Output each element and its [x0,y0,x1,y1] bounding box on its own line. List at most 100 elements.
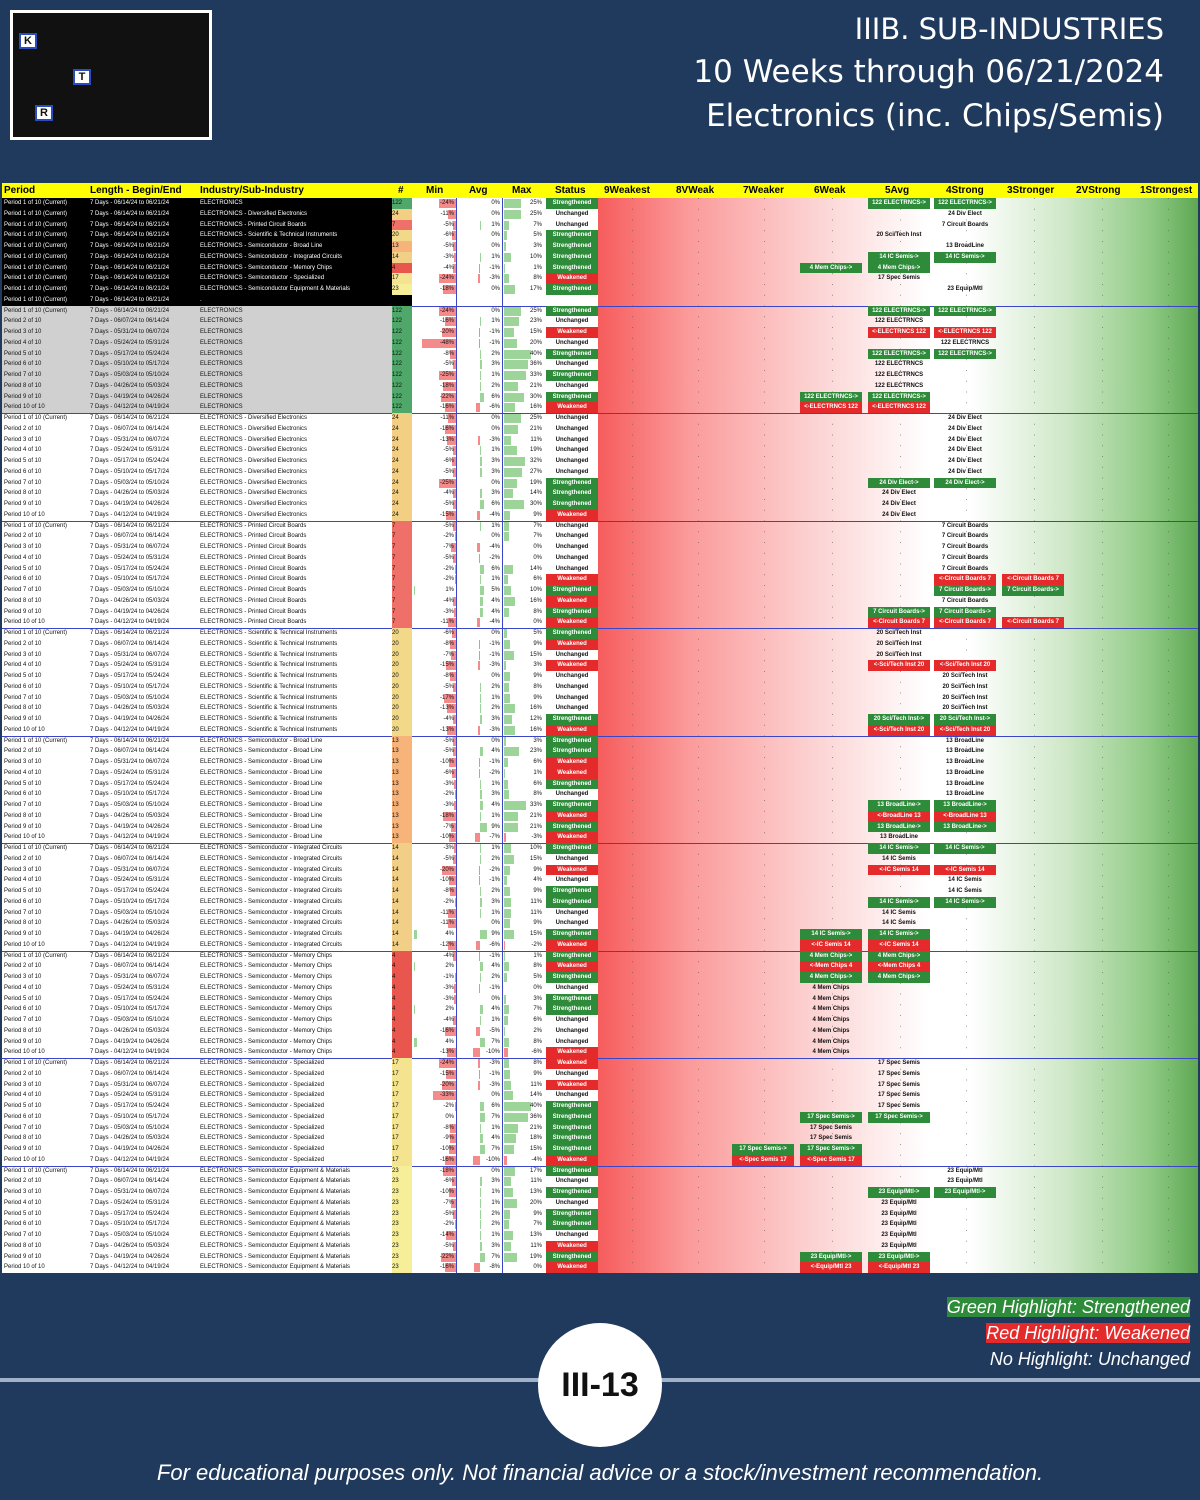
rank-tag: 7 Circuit Boards-> [934,606,996,618]
rank-tag: 23 Equip/Mtl [881,1232,917,1238]
bar-avg [480,607,483,617]
cell-avg: 1% [458,1230,502,1241]
bar-min [454,532,456,542]
cell-l: 7 Days - 06/14/24 to 06/21/24 [90,275,170,282]
value-min: -7% [443,651,454,658]
rank-tag: <-Equip/Mtl 23 [800,1262,862,1273]
value-max: 14% [529,1092,542,1099]
cell-p: Period 4 of 10 [4,877,42,884]
cell-i: ELECTRONICS - Scientific & Technical Ins… [200,673,338,679]
value-avg: 4% [491,1006,500,1013]
cell-avg: 6% [458,392,502,403]
bar-min [449,1145,456,1154]
logo: STOCK MARKET ORGANIZER [10,10,212,140]
cell-min: -2% [414,1101,456,1112]
cell-min: -7% [414,822,456,833]
cell-min: -4% [414,263,456,274]
header-status: Status [555,185,586,196]
rank-tag: 17 Spec Semis-> [800,1111,862,1123]
cell-avg: 2% [458,349,502,360]
rank-tag: <-Sci/Tech Inst 20 [934,724,996,736]
rank-tag: 17 Spec Semis [877,1060,921,1066]
cell-avg: 7% [458,1252,502,1263]
bar-avg [480,457,483,466]
cell-max: 21% [504,381,544,392]
value-min: -10% [439,877,454,884]
cell-n: 24 [392,423,412,435]
cell-min: -4% [414,488,456,499]
value-max: 9% [533,866,542,873]
cell-min: -3% [414,983,456,994]
value-avg: -1% [489,1070,500,1077]
cell-avg: 9% [458,822,502,833]
value-min: -10% [439,759,454,765]
cell-max: 6% [504,779,544,790]
value-max: 3% [533,243,542,249]
table-row: Period 1 of 10 (Current) 7 Days - 06/14/2… [2,735,1198,747]
bar-min [452,360,456,370]
value-avg: 3% [491,468,500,475]
table-row: Period 9 of 10 7 Days - 04/19/24 to 04/26… [2,1144,1198,1155]
cell-s: Strengthened [546,1101,598,1112]
value-avg: 0% [491,479,500,486]
bar-avg [480,1198,481,1208]
cell-l: 7 Days - 04/19/24 to 04/26/24 [90,1146,170,1152]
cell-l: 7 Days - 04/19/24 to 04/26/24 [90,393,170,400]
bar-max [504,736,506,746]
value-avg: 0% [491,673,500,679]
bar-max [504,1102,531,1111]
cell-i: ELECTRONICS - Semiconductor Equipment & … [200,1167,351,1174]
value-max: 8% [533,608,542,615]
cell-i: ELECTRONICS - Semiconductor - Broad Line [200,802,323,808]
bar-max [504,360,528,370]
cell-l: 7 Days - 05/17/24 to 05/24/24 [90,780,170,787]
table-row: Period 6 of 10 7 Days - 05/10/24 to 05/17… [2,359,1198,370]
bar-max [504,349,531,359]
bar-min [444,317,456,327]
cell-p: Period 1 of 10 (Current) [4,307,68,314]
rank-tag: <-Circuit Boards 7 [868,617,930,628]
cell-i: ELECTRONICS - Diversified Electronics [200,447,308,454]
cell-n: 23 [392,1262,412,1273]
table-row: Period 4 of 10 7 Days - 05/24/24 to 05/31… [2,1197,1198,1209]
value-avg: 1% [491,1124,500,1131]
bar-max [504,1198,518,1208]
cell-i: ELECTRONICS - Printed Circuit Boards [200,554,307,561]
cell-s: Weakened [546,402,598,413]
table-row: Period 4 of 10 7 Days - 05/24/24 to 05/31… [2,982,1198,994]
value-avg: -10% [485,1049,500,1056]
cell-l: 7 Days - 04/12/24 to 04/19/24 [90,511,170,518]
vline-min [456,198,457,1273]
cell-s: Strengthened [546,1187,598,1198]
cell-l: 7 Days - 05/10/24 to 05/17/24 [90,468,170,475]
cell-i: ELECTRONICS [200,382,243,389]
value-avg: 0% [491,200,500,206]
value-min: -2% [443,1221,454,1228]
value-max: 8% [533,683,542,690]
cell-s: Unchanged [555,1092,589,1099]
bar-avg [479,983,480,993]
value-min: -11% [440,415,454,421]
cell-p: Period 10 of 10 [4,834,45,841]
table-row: Period 6 of 10 7 Days - 05/10/24 to 05/17… [2,1219,1198,1230]
cell-s: Weakened [546,724,598,736]
cell-s: Unchanged [555,694,589,701]
cell-max: 33% [504,800,544,811]
value-max: 1% [533,264,542,271]
cell-s: Weakened [546,961,598,972]
cell-n: 4 [392,262,412,274]
cell-min: -6% [414,1176,456,1187]
rank-tag: 23 Equip/Mtl [881,1242,917,1249]
cell-min: -3% [414,843,456,854]
cell-n: 13 [392,746,412,757]
value-max: 10% [529,587,542,593]
cell-i: ELECTRONICS - Semiconductor - Broad Line [200,812,323,819]
cell-min: -18% [414,811,456,822]
bar-min [439,199,456,208]
value-max: 21% [529,1124,542,1131]
bar-min [451,1198,456,1208]
cell-min: -5% [414,445,456,456]
rank-tag: <-Circuit Boards 7 [1002,574,1064,585]
cell-avg: 4% [458,607,502,618]
bar-max [504,199,521,208]
